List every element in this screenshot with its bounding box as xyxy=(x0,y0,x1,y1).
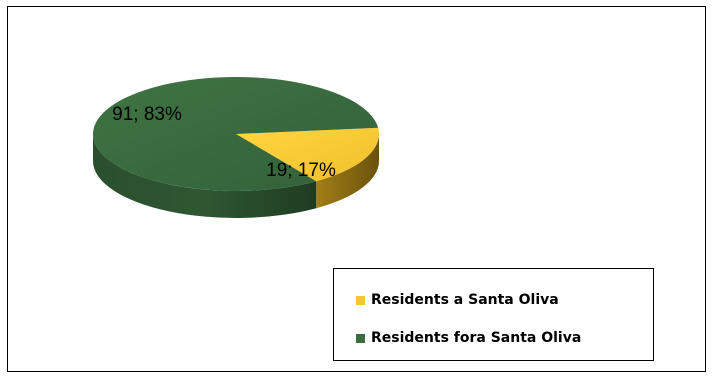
pie-slice-residents-a-santa-oliva xyxy=(236,127,380,182)
legend-item-residents-fora-santa-oliva: Residents fora Santa Oliva xyxy=(356,330,581,346)
legend: Residents a Santa Oliva Residents fora S… xyxy=(333,268,654,361)
data-label-residents-a-santa-oliva: 19; 17% xyxy=(266,160,336,181)
legend-swatch-green xyxy=(356,333,365,343)
chart-frame: 19; 17% 91; 83% Residents a Santa Oliva R… xyxy=(7,6,706,372)
legend-label: Residents fora Santa Oliva xyxy=(371,330,582,346)
legend-swatch-yellow xyxy=(356,295,365,305)
legend-item-residents-a-santa-oliva: Residents a Santa Oliva xyxy=(356,292,559,308)
pie-chart: 19; 17% 91; 83% xyxy=(93,76,380,219)
pie-side-residents-a-santa-oliva xyxy=(316,134,379,209)
data-label-residents-fora-santa-oliva: 91; 83% xyxy=(112,104,182,125)
pie-side-residents-fora-santa-oliva xyxy=(93,134,317,219)
pie-slice-residents-fora-santa-oliva xyxy=(93,76,379,191)
legend-label: Residents a Santa Oliva xyxy=(371,292,559,308)
